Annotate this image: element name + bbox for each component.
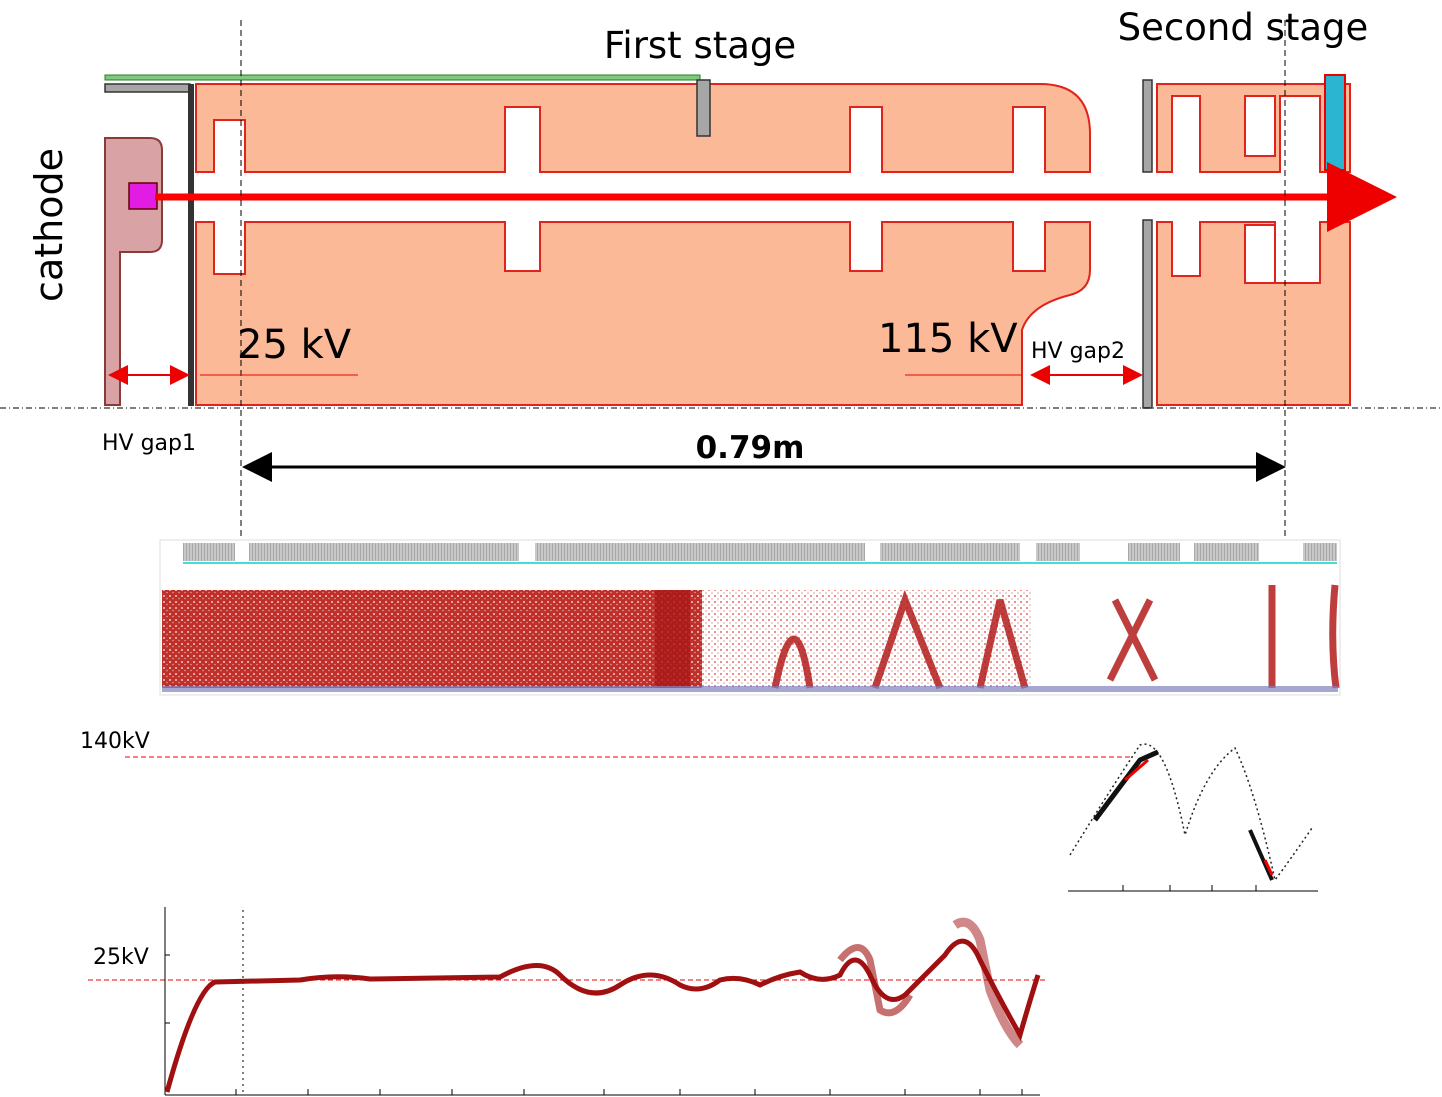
second-stage-structure — [1143, 75, 1350, 408]
gap-label: HV gap2 — [1031, 339, 1125, 364]
voltage-label: 115 kV — [878, 316, 1018, 362]
particle-plot — [160, 540, 1340, 695]
gap-label: HV gap1 — [102, 431, 196, 456]
level-label: 140kV — [80, 729, 150, 754]
diagram: First stage Second stage cathode 25 kV 1… — [0, 0, 1442, 1097]
stage-label: Second stage — [1118, 6, 1369, 49]
energy-plot — [165, 907, 1040, 1095]
cathode-label: cathode — [27, 148, 71, 302]
level-label: 25kV — [93, 945, 149, 970]
length-label: 0.79m — [696, 430, 805, 466]
voltage-label: 25 kV — [237, 322, 352, 368]
stage-label: First stage — [604, 24, 796, 67]
energy-plot — [1068, 744, 1318, 891]
